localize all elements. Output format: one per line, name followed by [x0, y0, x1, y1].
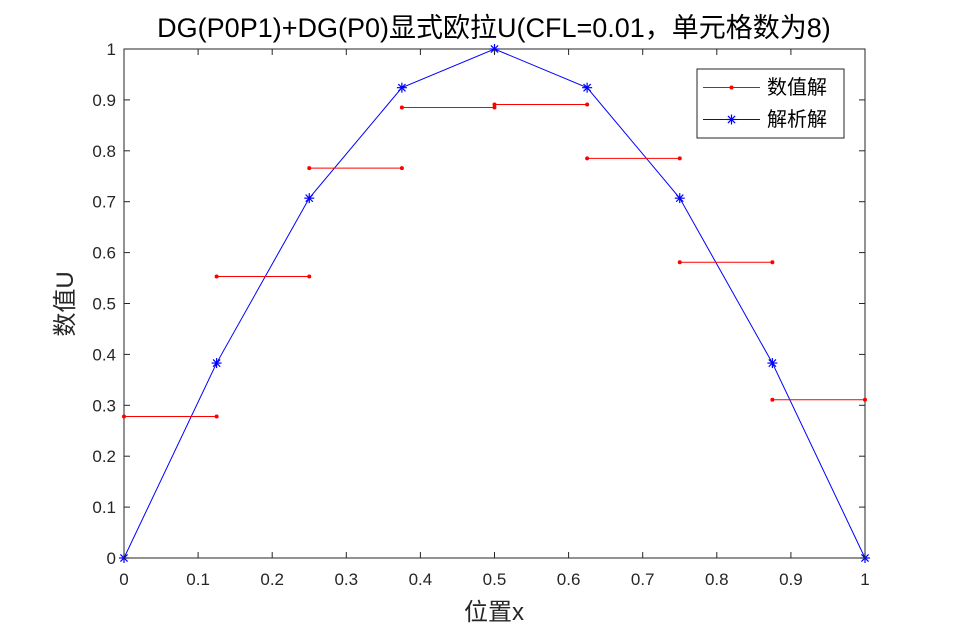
numerical-point [307, 166, 312, 171]
numerical-point [770, 397, 775, 402]
numerical-point [492, 102, 497, 107]
y-tick-label: 0.2 [92, 447, 116, 466]
y-tick-label: 0.3 [92, 396, 116, 415]
chart-title: DG(P0P1)+DG(P0)显式欧拉U(CFL=0.01，单元格数为8) [157, 13, 831, 43]
analytical-point [674, 193, 685, 204]
x-tick-label: 0.3 [334, 570, 358, 589]
numerical-point [677, 156, 682, 161]
x-tick-label: 0.5 [483, 570, 507, 589]
numerical-point [492, 105, 497, 110]
numerical-point [122, 414, 126, 419]
legend-box [696, 68, 845, 139]
analytical-point [767, 358, 778, 369]
y-tick-label: 0.4 [92, 345, 116, 364]
analytical-point [396, 82, 407, 93]
numerical-point [770, 260, 775, 265]
marker-stroke [212, 359, 221, 368]
legend: 数值解 解析解 [696, 68, 845, 139]
x-tick-label: 0.7 [631, 570, 655, 589]
y-tick-label: 0.1 [92, 498, 116, 517]
x-axis-title: 位置x [464, 599, 524, 626]
x-tick-label: 0.2 [260, 570, 284, 589]
numerical-segment [492, 102, 590, 107]
numerical-point [214, 274, 219, 279]
legend-star-glyph [726, 114, 737, 125]
numerical-segment [307, 166, 404, 171]
marker-stroke [675, 194, 684, 203]
y-tick-label: 0.5 [92, 295, 116, 314]
legend-label-numerical: 数值解 [767, 76, 827, 99]
numerical-point [585, 156, 590, 161]
analytical-point [211, 358, 222, 369]
marker-stroke [583, 83, 592, 92]
marker-stroke [727, 115, 736, 124]
y-axis-title: 数值U [52, 271, 79, 336]
y-tick-label: 0.8 [92, 142, 116, 161]
analytical-point [582, 82, 593, 93]
marker-stroke [305, 194, 314, 203]
axis-ticks: 0 0.1 0.2 0.3 0.4 0.5 0.6 0.7 0.8 0.9 1 0 0.1 0.2 0.3 0… [92, 40, 869, 589]
analytical-point [304, 193, 315, 204]
numerical-point [399, 166, 404, 171]
x-tick-label: 0.4 [409, 570, 433, 589]
legend-label-analytical: 解析解 [767, 108, 827, 131]
y-tick-label: 0.7 [92, 193, 116, 212]
y-tick-label: 0.6 [92, 244, 116, 263]
x-tick-label: 1 [860, 570, 869, 589]
x-tick-label: 0 [119, 570, 128, 589]
marker-stroke [397, 83, 406, 92]
x-tick-label: 0.9 [779, 570, 803, 589]
numerical-segment [585, 156, 682, 161]
numerical-point [399, 105, 404, 110]
y-tick-label: 1 [107, 40, 116, 59]
numerical-point [585, 102, 590, 107]
x-tick-label: 0.6 [557, 570, 581, 589]
legend-marker-analytical [726, 114, 737, 125]
legend-marker-numerical [729, 85, 734, 90]
marker-stroke [768, 359, 777, 368]
x-tick-label: 0.1 [186, 570, 210, 589]
numerical-segment [122, 414, 219, 419]
numerical-segment [770, 397, 867, 402]
numerical-segment [214, 274, 312, 279]
numerical-point [214, 414, 219, 419]
numerical-point [677, 260, 682, 265]
y-tick-label: 0.9 [92, 91, 116, 110]
numerical-segment [399, 105, 497, 110]
numerical-point [863, 397, 867, 402]
x-tick-label: 0.8 [705, 570, 729, 589]
y-tick-label: 0 [107, 549, 116, 568]
numerical-segment [677, 260, 775, 265]
numerical-point [307, 274, 312, 279]
